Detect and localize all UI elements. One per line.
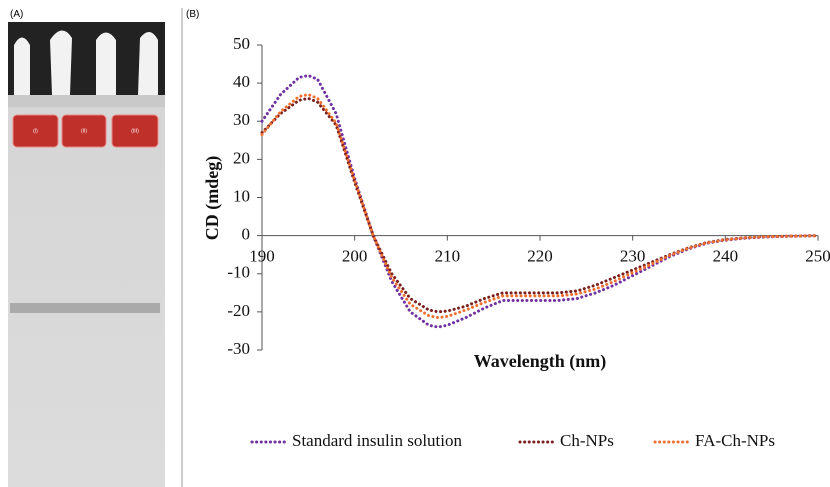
data-line [260,73,820,329]
legend-label: Ch-NPs [560,431,614,450]
y-tick-label: 10 [233,186,250,205]
data-line [260,96,820,314]
panel-label: (B) [186,9,199,20]
legend-label: Standard insulin solution [292,431,463,450]
data-line [260,93,820,320]
y-axis-title: CD (mdeg) [202,156,223,240]
lane-box [61,114,107,148]
y-tick-label: 40 [233,72,250,91]
y-tick-label: 50 [233,34,250,53]
lane-label: (III) [131,128,139,134]
x-axis-title: Wavelength (nm) [474,351,607,372]
x-tick-label: 200 [342,247,368,266]
lane-box [12,114,59,148]
y-tick-label: -30 [227,339,250,358]
lane-label: (II) [81,128,87,134]
y-tick-label: -10 [227,263,250,282]
x-tick-label: 220 [527,247,553,266]
lane-label: (I) [33,128,38,134]
x-tick-label: 250 [805,247,830,266]
y-tick-label: -20 [227,301,250,320]
legend-label: FA-Ch-NPs [695,431,775,450]
y-tick-label: 20 [233,148,250,167]
gel-image [8,22,165,487]
lane-box [111,114,159,148]
x-tick-label: 230 [620,247,646,266]
x-tick-label: 240 [713,247,739,266]
panel-label: (A) [10,9,23,20]
y-tick-label: 30 [233,110,250,129]
y-tick-label: 0 [242,225,251,244]
x-tick-label: 190 [249,247,275,266]
x-tick-label: 210 [435,247,461,266]
